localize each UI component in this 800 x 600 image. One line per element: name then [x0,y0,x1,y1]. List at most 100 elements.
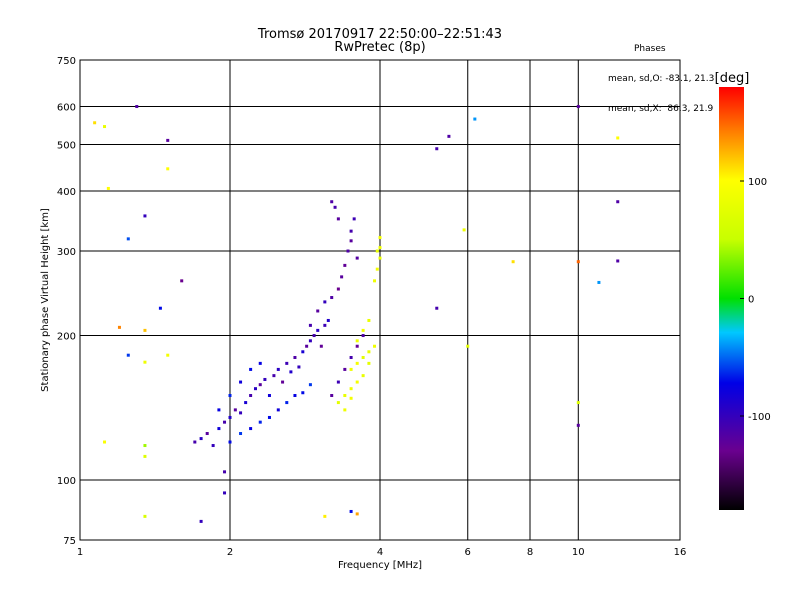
scatter-point [361,355,365,359]
scatter-point [239,432,243,436]
y-tick-label: 200 [57,332,76,343]
scatter-point [316,328,320,332]
scatter-point [349,355,353,359]
x-tick-label: 10 [572,547,585,558]
scatter-point [349,239,353,243]
scatter-point [285,401,289,405]
y-tick-label: 75 [63,536,76,547]
scatter-point [340,275,344,279]
scatter-point [281,380,285,384]
scatter-point [117,325,121,329]
scatter-point [276,367,280,371]
scatter-point [285,361,289,365]
scatter-point [330,296,334,300]
scatter-point [330,394,334,398]
scatter-point [367,350,371,354]
y-tick-label: 400 [57,187,76,198]
scatter-point [267,394,271,398]
scatter-point [143,360,147,364]
scatter-point [253,387,257,391]
scatter-point [378,236,382,240]
scatter-point [576,401,580,405]
scatter-point [616,136,620,140]
colorbar-label: [deg] [715,71,750,86]
scatter-point [199,519,203,523]
scatter-point [349,229,353,233]
scatter-point [135,105,139,109]
scatter-point [249,427,253,431]
scatter-point [126,237,130,241]
scatter-point [301,391,305,395]
scatter-point [223,470,227,474]
scatter-point [166,167,170,171]
scatter-point [355,344,359,348]
scatter-point [211,444,215,448]
scatter-point [103,125,107,129]
scatter-point [352,217,356,221]
scatter-point [258,361,262,365]
scatter-point [373,279,377,283]
scatter-point [289,370,293,374]
scatter-point [349,509,353,513]
scatter-point [297,365,301,369]
grid-lines [80,60,680,540]
scatter-point [205,432,209,436]
scatter-point [355,380,359,384]
scatter-point [473,117,477,121]
scatter-point [217,408,221,412]
scatter-point [293,355,297,359]
y-axis-label: Stationary phase Virtual Height [km] [40,208,51,392]
scatter-point [316,309,320,313]
y-tick-label: 100 [57,476,76,487]
y-tick-label: 750 [57,56,76,67]
plot-frame [79,59,681,541]
x-tick-label: 4 [377,547,383,558]
scatter-point [143,214,147,218]
scatter-point [103,440,107,444]
scatter-point [293,394,297,398]
scatter-point [233,408,237,412]
scatter-point [308,383,312,387]
scatter-point [616,200,620,204]
colorbar-ticks: 100 0 -100 [740,177,771,423]
phase-stats-heading: Phases [634,44,666,54]
scatter-point [301,350,305,354]
scatter-point [375,267,379,271]
scatter-point [180,279,184,283]
colorbar-tick-label: 0 [748,295,754,306]
scatter-point [330,200,334,204]
scatter-point [193,440,197,444]
scatter-point [323,323,327,327]
scatter-point [143,328,147,332]
scatter-point [308,323,312,327]
scatter-point [239,380,243,384]
scatter-point [576,260,580,264]
scatter-point [308,339,312,343]
scatter-point [276,408,280,412]
scatter-point [597,280,601,284]
scatter-point [336,401,340,405]
scatter-point [336,287,340,291]
scatter-point [126,353,130,357]
scatter-point [616,259,620,263]
scatter-point [239,411,243,415]
scatter-point [355,256,359,260]
x-tick-label: 1 [77,547,83,558]
phase-stats: Phases mean, sd,O: -83.1, 21.3 mean, sd,… [608,24,714,124]
x-axis-ticks: 1 2 4 6 8 10 16 [77,547,687,558]
scatter-point [305,344,309,348]
scatter-point [336,217,340,221]
colorbar [719,87,744,510]
x-tick-label: 8 [527,547,533,558]
scatter-point [378,256,382,260]
scatter-point [249,394,253,398]
scatter-point [435,147,439,151]
scatter-point [576,105,580,109]
scatter-point [343,367,347,371]
y-tick-label: 600 [57,103,76,114]
scatter-point [361,334,365,338]
phase-stats-o: mean, sd,O: -83.1, 21.3 [608,74,715,84]
scatter-point [361,328,365,332]
scatter-point [511,260,515,264]
